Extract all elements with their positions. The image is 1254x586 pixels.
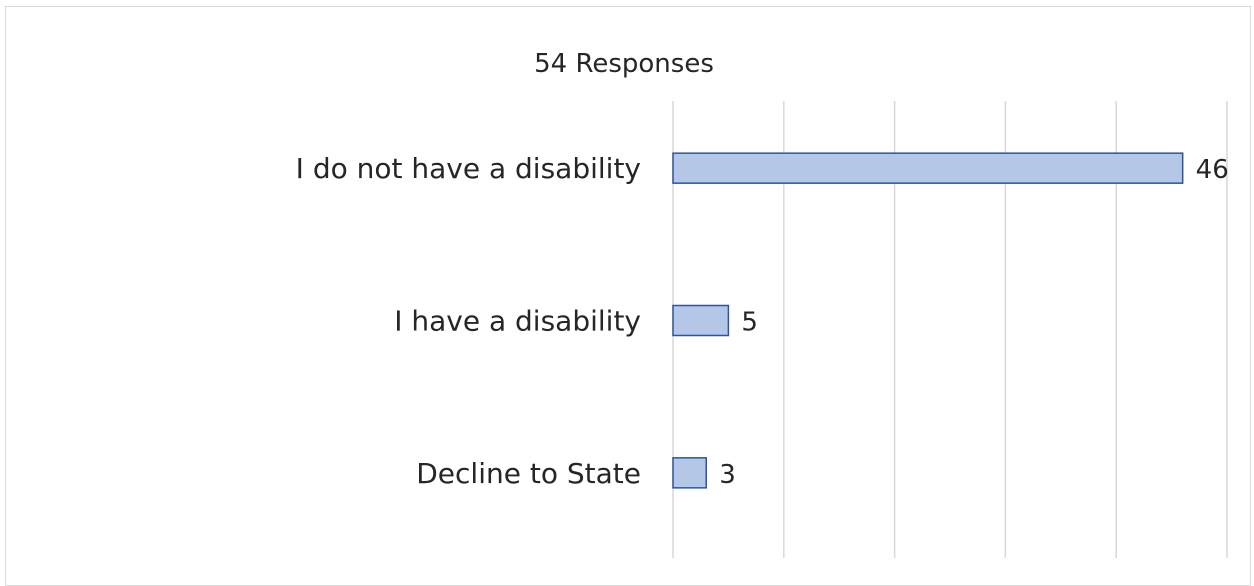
category-label: I do not have a disability — [296, 152, 641, 185]
chart-title: 54 Responses — [534, 49, 714, 79]
category-labels: I do not have a disability I have a disab… — [296, 152, 641, 490]
category-label: Decline to State — [416, 457, 641, 490]
data-label: 5 — [741, 308, 758, 338]
bar — [672, 304, 730, 337]
bars — [672, 152, 1184, 489]
category-label: I have a disability — [394, 305, 641, 338]
bar — [672, 457, 707, 489]
data-label: 46 — [1196, 155, 1229, 185]
data-labels: 46 5 3 — [719, 155, 1229, 490]
bar — [672, 152, 1184, 184]
data-label: 3 — [719, 460, 736, 490]
